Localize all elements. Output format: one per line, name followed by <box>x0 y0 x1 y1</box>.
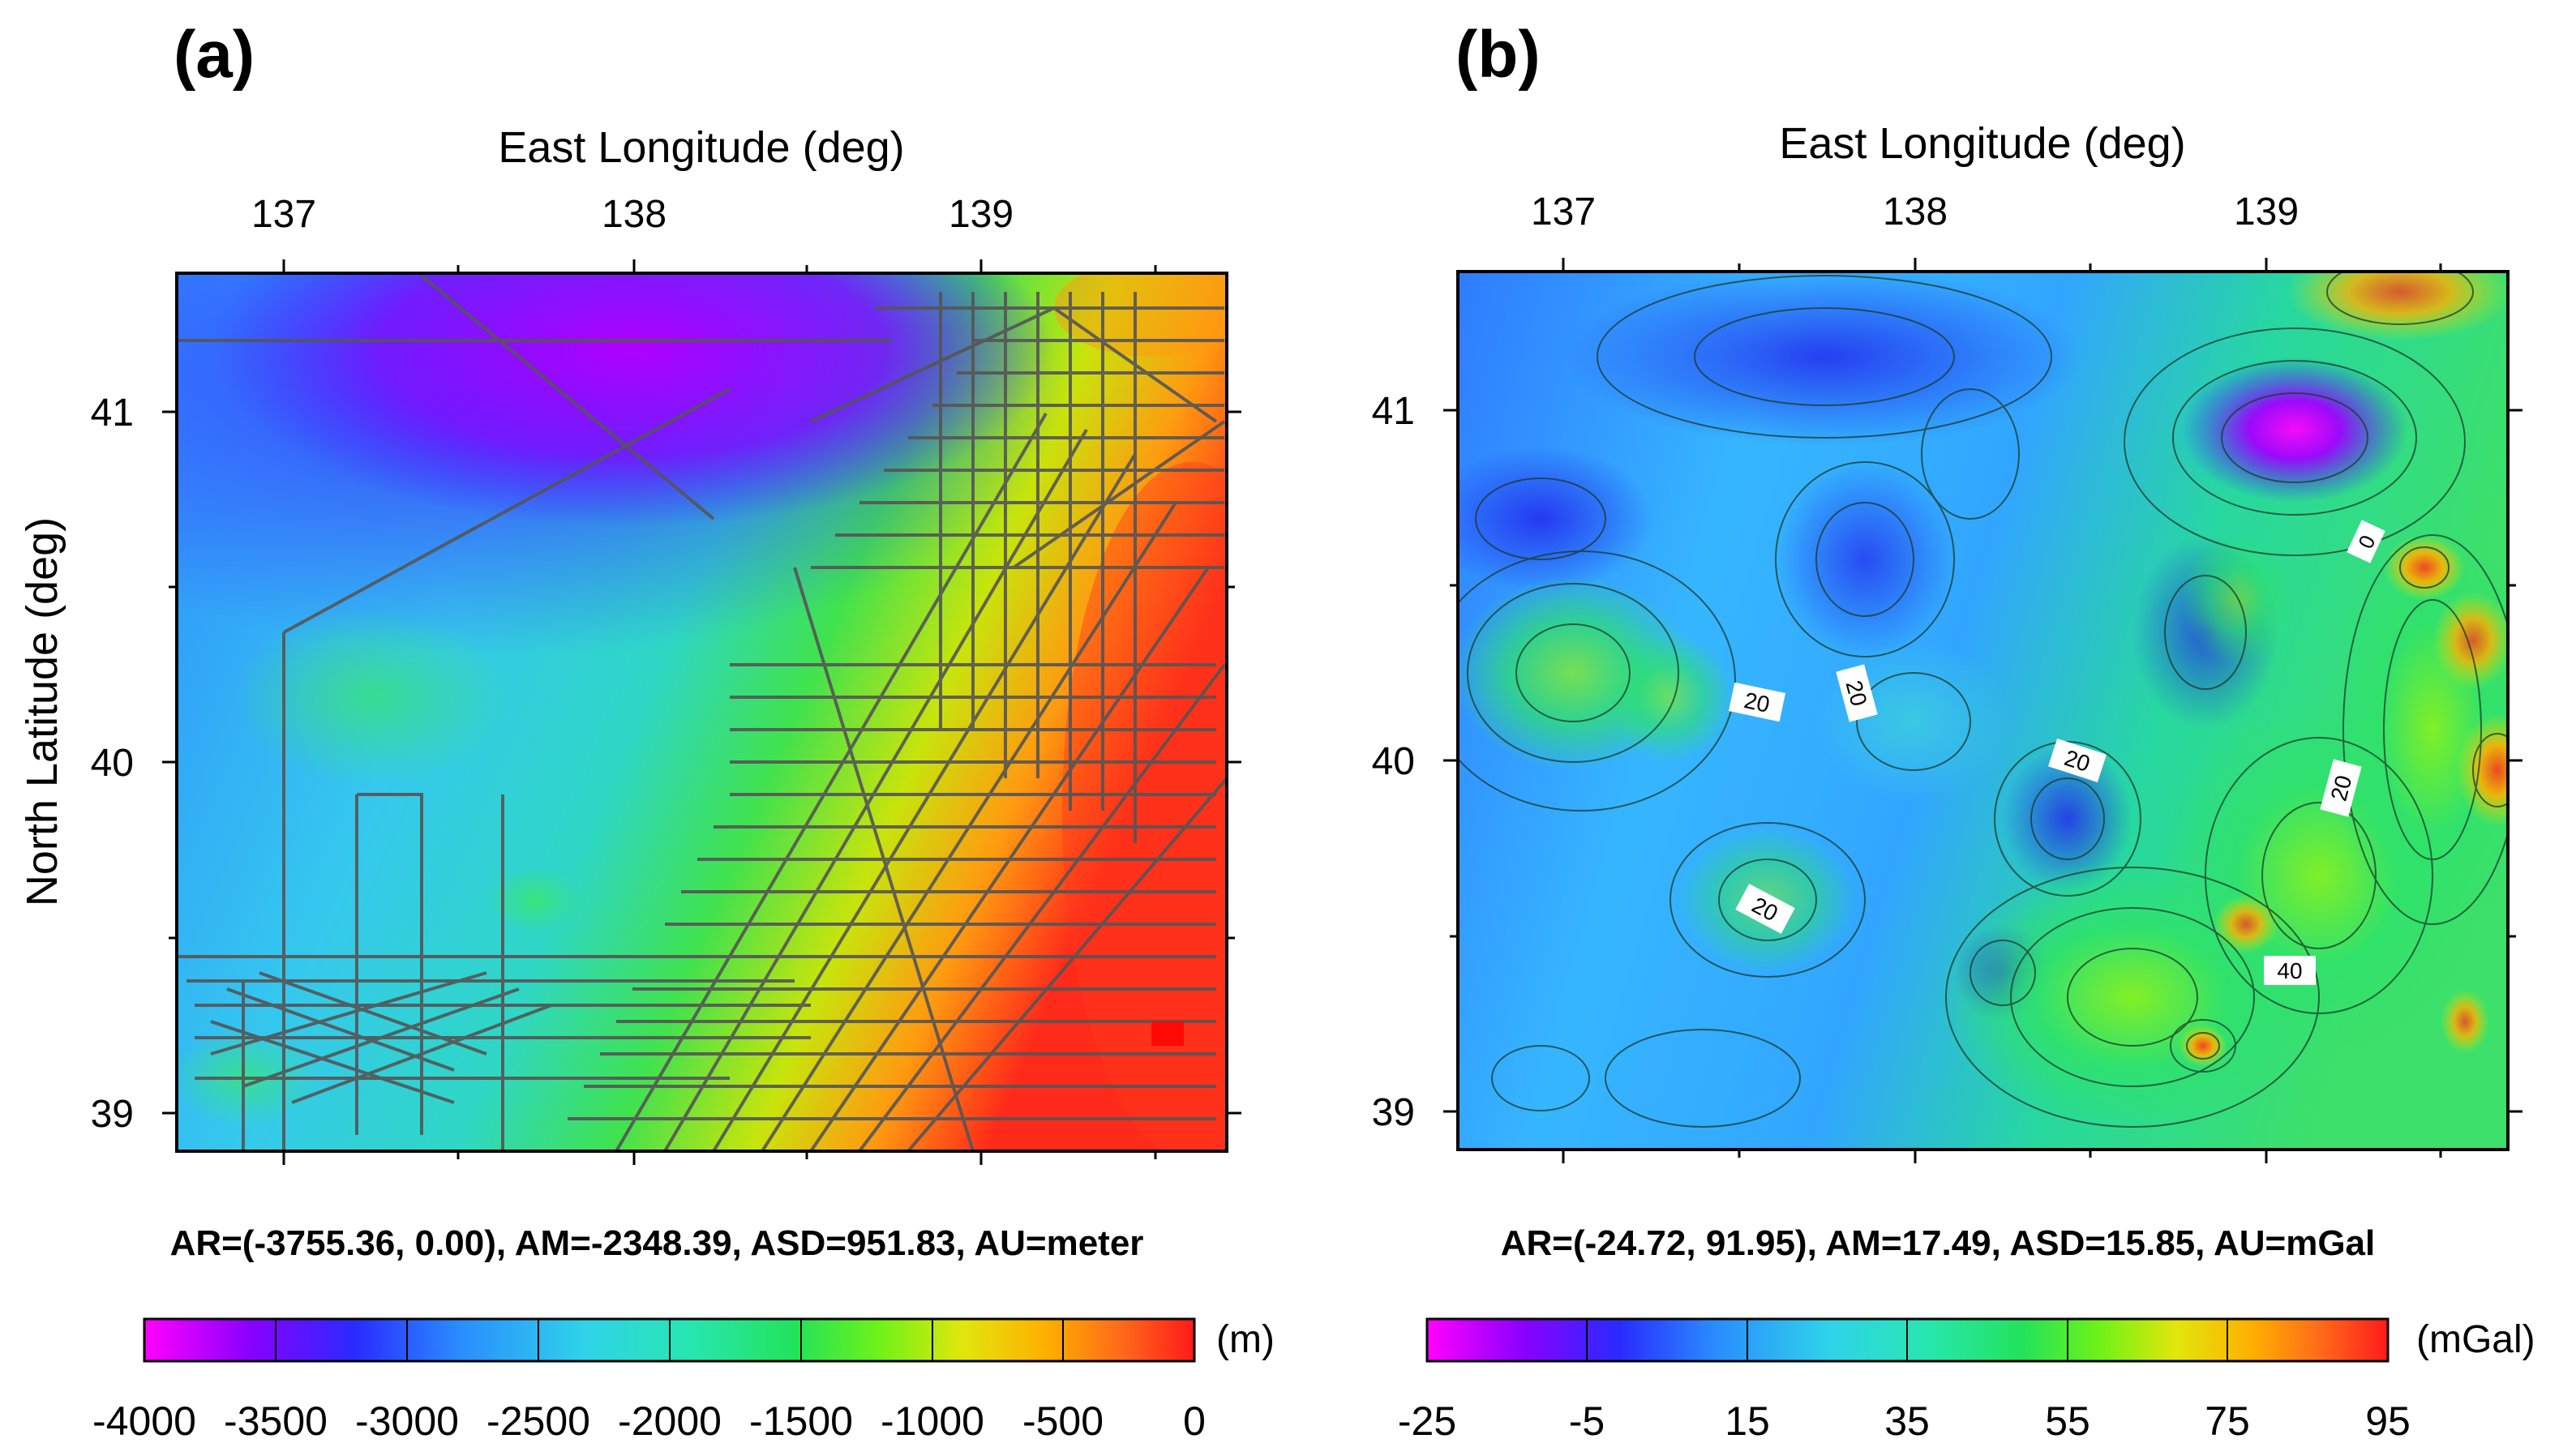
panel-a-x-tick: 137 <box>251 193 316 236</box>
panel-b-label: (b) <box>1455 18 1541 92</box>
panel-a-label: (a) <box>174 18 255 92</box>
panel-a-stats: AR=(-3755.36, 0.00), AM=-2348.39, ASD=95… <box>170 1223 1144 1263</box>
panel-a-x-tick: 139 <box>949 193 1014 236</box>
panel-a-frame <box>175 272 1228 1153</box>
panel-b-stats: AR=(-24.72, 91.95), AM=17.49, ASD=15.85,… <box>1501 1223 2376 1263</box>
panel-b-y-tick: 41 <box>1372 390 1415 433</box>
panel-a: (a) East Longitude (deg) <box>18 18 1275 1444</box>
panel-b-colorbar-ticks <box>1586 1319 2228 1361</box>
panel-b-contours <box>1458 272 2508 1128</box>
contour-label: 40 <box>2277 958 2302 983</box>
panel-a-ship-tracks <box>177 274 1227 1151</box>
panel-b-colorbar-label: 35 <box>1884 1398 1930 1444</box>
panel-b-colorbar-label: -5 <box>1569 1398 1605 1444</box>
panel-b-colorbar-label: 75 <box>2205 1398 2250 1444</box>
panel-b-map <box>1458 272 2508 1150</box>
panel-a-colorbar-label: -3500 <box>224 1398 328 1444</box>
panel-a-colorbar-label: -4000 <box>92 1398 196 1444</box>
panel-a-x-axis-title: East Longitude (deg) <box>498 123 904 172</box>
panel-a-map <box>177 273 1227 1151</box>
panel-b: (b) East Longitude (deg) <box>1372 18 2535 1444</box>
panel-a-y-tick: 40 <box>91 742 134 785</box>
panel-a-colorbar-label: -1000 <box>881 1398 984 1444</box>
panel-a-colorbar-unit: (m) <box>1216 1318 1275 1361</box>
panel-a-y-axis-title: North Latitude (deg) <box>18 517 66 906</box>
panel-b-x-axis-title: East Longitude (deg) <box>1779 119 2185 168</box>
panel-a-colorbar-label: 0 <box>1183 1398 1206 1444</box>
panel-b-frame <box>1456 270 2510 1151</box>
panel-a-colorbar-label: -500 <box>1022 1398 1104 1444</box>
panel-b-ticks <box>1443 258 2522 1163</box>
panel-b-colorbar-unit: (mGal) <box>2416 1318 2535 1361</box>
panel-b-x-tick: 138 <box>1883 191 1948 233</box>
panel-b-colorbar-label: -25 <box>1398 1398 1456 1444</box>
panel-a-y-tick: 41 <box>91 392 134 435</box>
contour-label: 20 <box>1742 687 1772 717</box>
panel-b-y-tick: 39 <box>1372 1091 1415 1134</box>
panel-b-colorbar-label: 15 <box>1725 1398 1770 1444</box>
panel-b-contour-labels: 0 20 20 20 20 20 <box>1728 520 2385 985</box>
panel-a-colorbar-label: -2500 <box>486 1398 590 1444</box>
panel-a-colorbar-label: -2000 <box>618 1398 722 1444</box>
panel-a-y-tick: 39 <box>91 1093 134 1136</box>
panel-b-colorbar-label: 95 <box>2365 1398 2411 1444</box>
panel-a-colorbar-label: -3000 <box>355 1398 459 1444</box>
panel-b-colorbar-label: 55 <box>2045 1398 2090 1444</box>
panel-a-x-tick: 138 <box>602 193 667 236</box>
panel-b-x-tick: 139 <box>2234 191 2299 233</box>
panel-b-x-tick: 137 <box>1531 191 1596 233</box>
panel-a-ticks <box>162 259 1241 1165</box>
panel-a-colorbar-ticks <box>275 1319 1064 1361</box>
panel-b-y-tick: 40 <box>1372 740 1415 783</box>
panel-a-colorbar-label: -1500 <box>749 1398 853 1444</box>
